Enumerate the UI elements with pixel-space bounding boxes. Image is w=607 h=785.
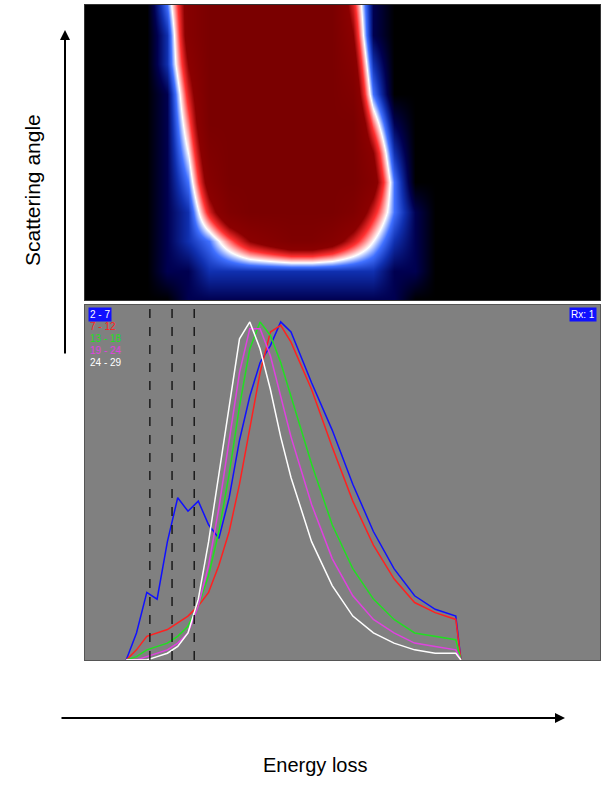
- svg-text:Energy loss: Energy loss: [263, 754, 368, 776]
- svg-text:7 - 12: 7 - 12: [90, 321, 116, 332]
- svg-text:19 - 24: 19 - 24: [90, 345, 122, 356]
- svg-text:24 - 29: 24 - 29: [90, 357, 122, 368]
- svg-text:Scattering angle: Scattering angle: [21, 114, 44, 266]
- svg-text:13 - 18: 13 - 18: [90, 333, 122, 344]
- svg-text:2 - 7: 2 - 7: [90, 309, 110, 320]
- svg-text:Rx: 1: Rx: 1: [571, 309, 595, 320]
